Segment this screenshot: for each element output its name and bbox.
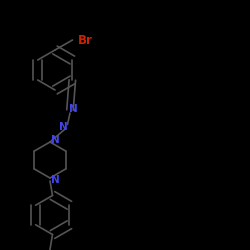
Text: N: N	[70, 104, 78, 114]
Text: N: N	[60, 122, 68, 132]
Text: N: N	[50, 175, 59, 185]
Text: N: N	[50, 135, 59, 145]
Text: Br: Br	[78, 34, 92, 46]
